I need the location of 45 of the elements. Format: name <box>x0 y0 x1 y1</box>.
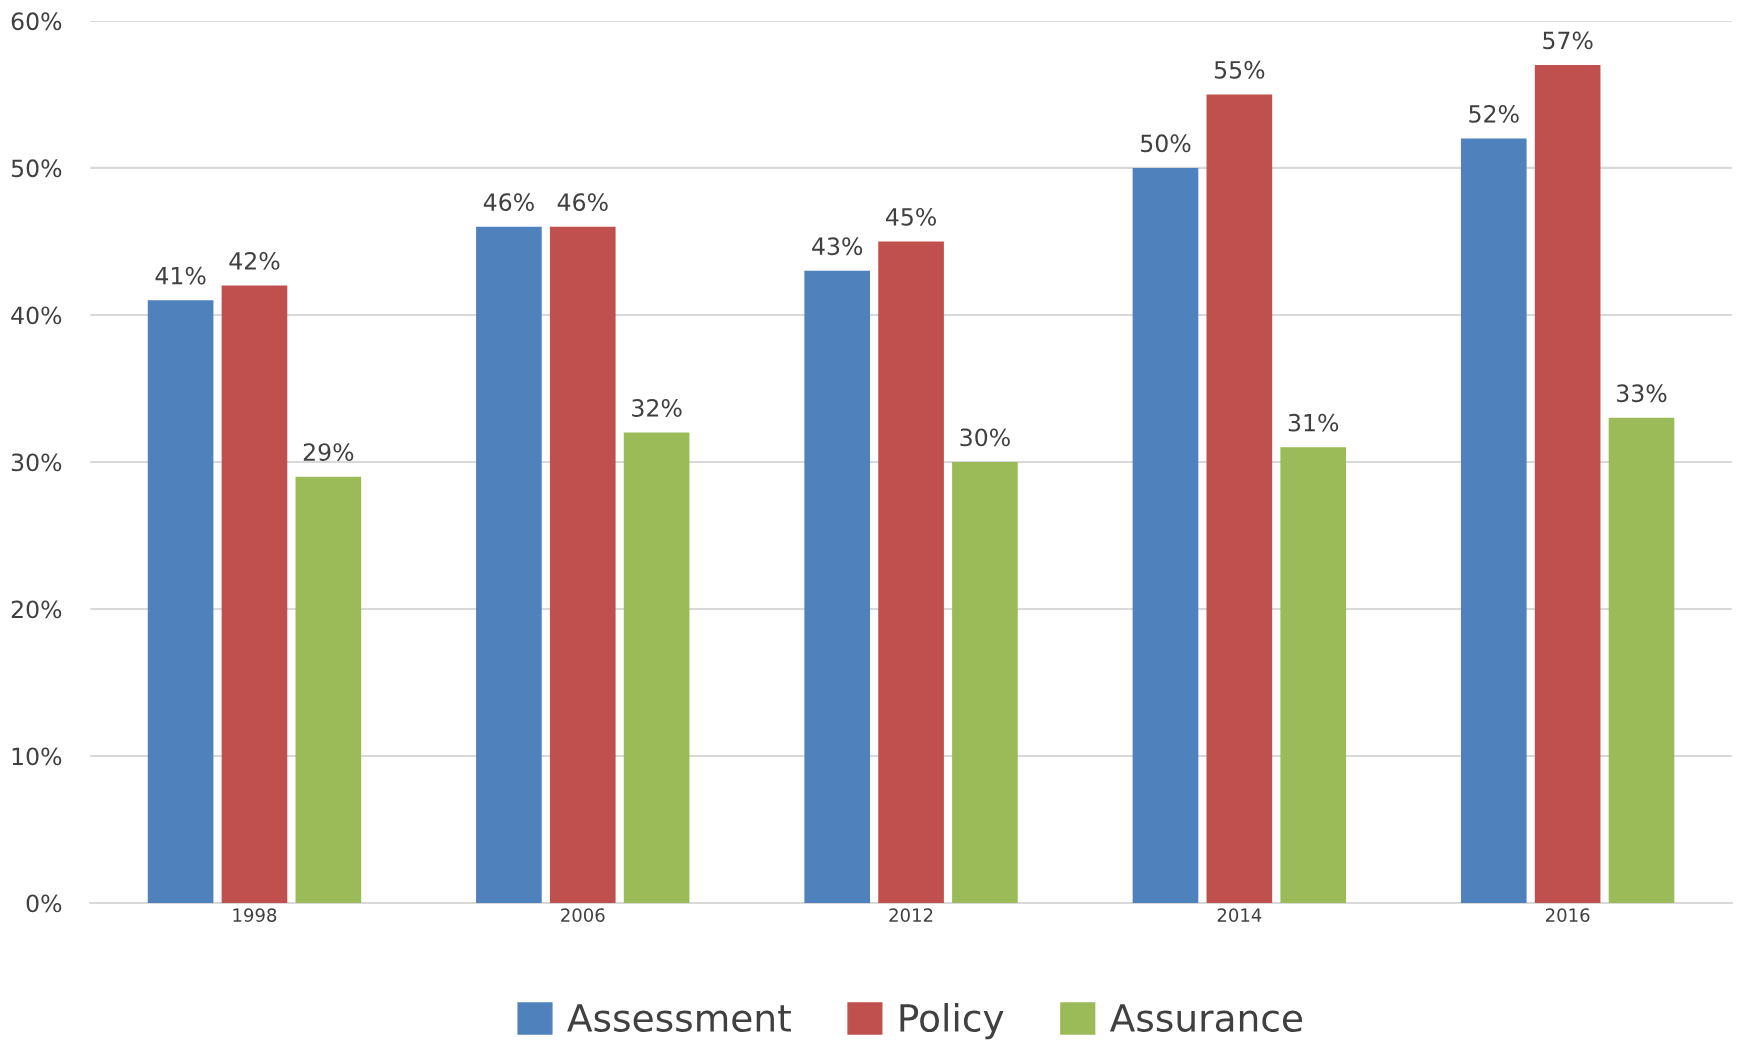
data-label: 33% <box>1617 384 1667 403</box>
data-label: 46% <box>483 193 534 212</box>
bar <box>476 226 542 904</box>
y-tick-label: 40% <box>11 306 62 325</box>
bar <box>1132 167 1199 904</box>
x-tick-label: 1998 <box>233 908 277 922</box>
legend-label: Assurance <box>1109 1004 1302 1033</box>
data-label: 42% <box>229 251 280 270</box>
bar <box>549 226 616 904</box>
y-tick-label: 0% <box>26 894 62 913</box>
bar <box>295 476 362 904</box>
x-tick-label: 2016 <box>1545 908 1590 922</box>
data-label: 43% <box>812 237 863 256</box>
data-label: 45% <box>885 207 936 226</box>
y-tick-label: 50% <box>11 159 62 178</box>
data-label: 55% <box>1214 60 1265 79</box>
data-label: 52% <box>1469 104 1519 123</box>
bar <box>221 285 288 904</box>
data-label: 32% <box>632 399 682 417</box>
legend-label: Policy <box>900 1002 1004 1040</box>
bar <box>952 461 1018 904</box>
data-label: 41% <box>155 266 206 285</box>
bar <box>1534 64 1601 904</box>
y-tick-label: 10% <box>12 747 62 766</box>
bar <box>623 432 690 904</box>
x-tick-label: 2006 <box>561 908 605 922</box>
data-label: 31% <box>1288 413 1339 432</box>
bar <box>147 300 214 904</box>
bar <box>804 270 871 904</box>
bar <box>1608 417 1675 904</box>
data-label: 46% <box>557 193 608 212</box>
legend-label: Assessment <box>567 1004 791 1033</box>
data-label: 29% <box>303 443 354 461</box>
data-label: 57% <box>1543 31 1593 50</box>
y-tick-label: 30% <box>11 453 62 472</box>
data-label: 30% <box>960 428 1010 447</box>
bar <box>1460 138 1527 904</box>
x-tick-label: 2012 <box>889 908 933 922</box>
data-label: 50% <box>1141 134 1191 153</box>
y-tick-label: 60% <box>11 12 62 31</box>
y-tick-label: 20% <box>11 600 62 619</box>
bar <box>1280 447 1347 904</box>
x-tick-label: 2014 <box>1217 908 1262 922</box>
bar <box>1206 94 1273 904</box>
bar <box>878 241 944 904</box>
